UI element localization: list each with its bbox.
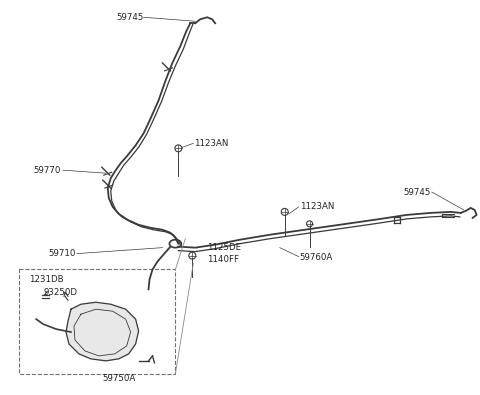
Text: 1123AN: 1123AN bbox=[300, 202, 334, 211]
Text: 1140FF: 1140FF bbox=[207, 255, 239, 264]
Bar bbox=[19, 269, 175, 374]
Text: 1231DB: 1231DB bbox=[29, 275, 64, 284]
Text: 93250D: 93250D bbox=[43, 288, 77, 297]
Text: 59710: 59710 bbox=[48, 249, 76, 258]
Text: 59770: 59770 bbox=[34, 166, 61, 175]
Text: 59760A: 59760A bbox=[300, 253, 333, 262]
Text: 59750A: 59750A bbox=[102, 374, 135, 383]
Text: 59745: 59745 bbox=[404, 188, 431, 197]
Text: 59745: 59745 bbox=[116, 13, 144, 22]
Polygon shape bbox=[66, 302, 139, 361]
Text: 1123AN: 1123AN bbox=[194, 139, 228, 148]
Text: 1125DE: 1125DE bbox=[207, 243, 241, 252]
